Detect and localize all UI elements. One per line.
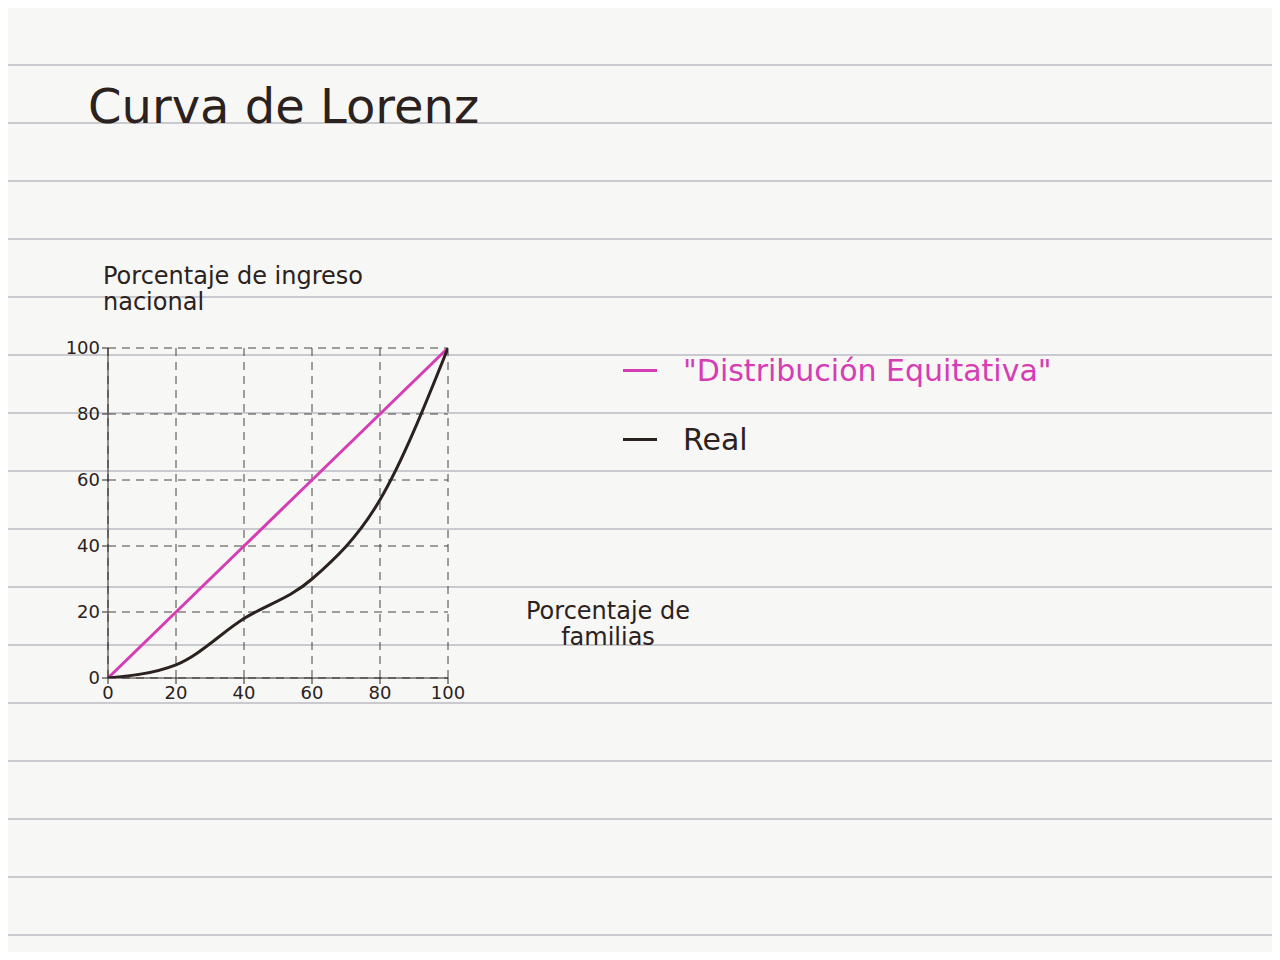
svg-text:60: 60 [301,682,324,703]
html-text:Curva de Lorenz: Curva de Lorenz [88,78,480,134]
html-text:Real: Real [683,422,748,457]
svg-text:0: 0 [102,682,113,703]
svg-text:40: 40 [77,535,100,556]
html-text:Porcentaje de ingreso nacional: Porcentaje de ingreso nacional [103,262,363,316]
svg-text:60: 60 [77,469,100,490]
html-text:Porcentaje de familias: Porcentaje de familias [526,597,690,651]
html-text:"Distribución Equitativa": "Distribución Equitativa" [683,353,1052,388]
svg-text:100: 100 [66,337,100,358]
svg-text:100: 100 [431,682,465,703]
svg-text:20: 20 [77,601,100,622]
svg-text:20: 20 [165,682,188,703]
svg-text:80: 80 [369,682,392,703]
svg-text:40: 40 [233,682,256,703]
svg-text:80: 80 [77,403,100,424]
svg-text:0: 0 [89,667,100,688]
